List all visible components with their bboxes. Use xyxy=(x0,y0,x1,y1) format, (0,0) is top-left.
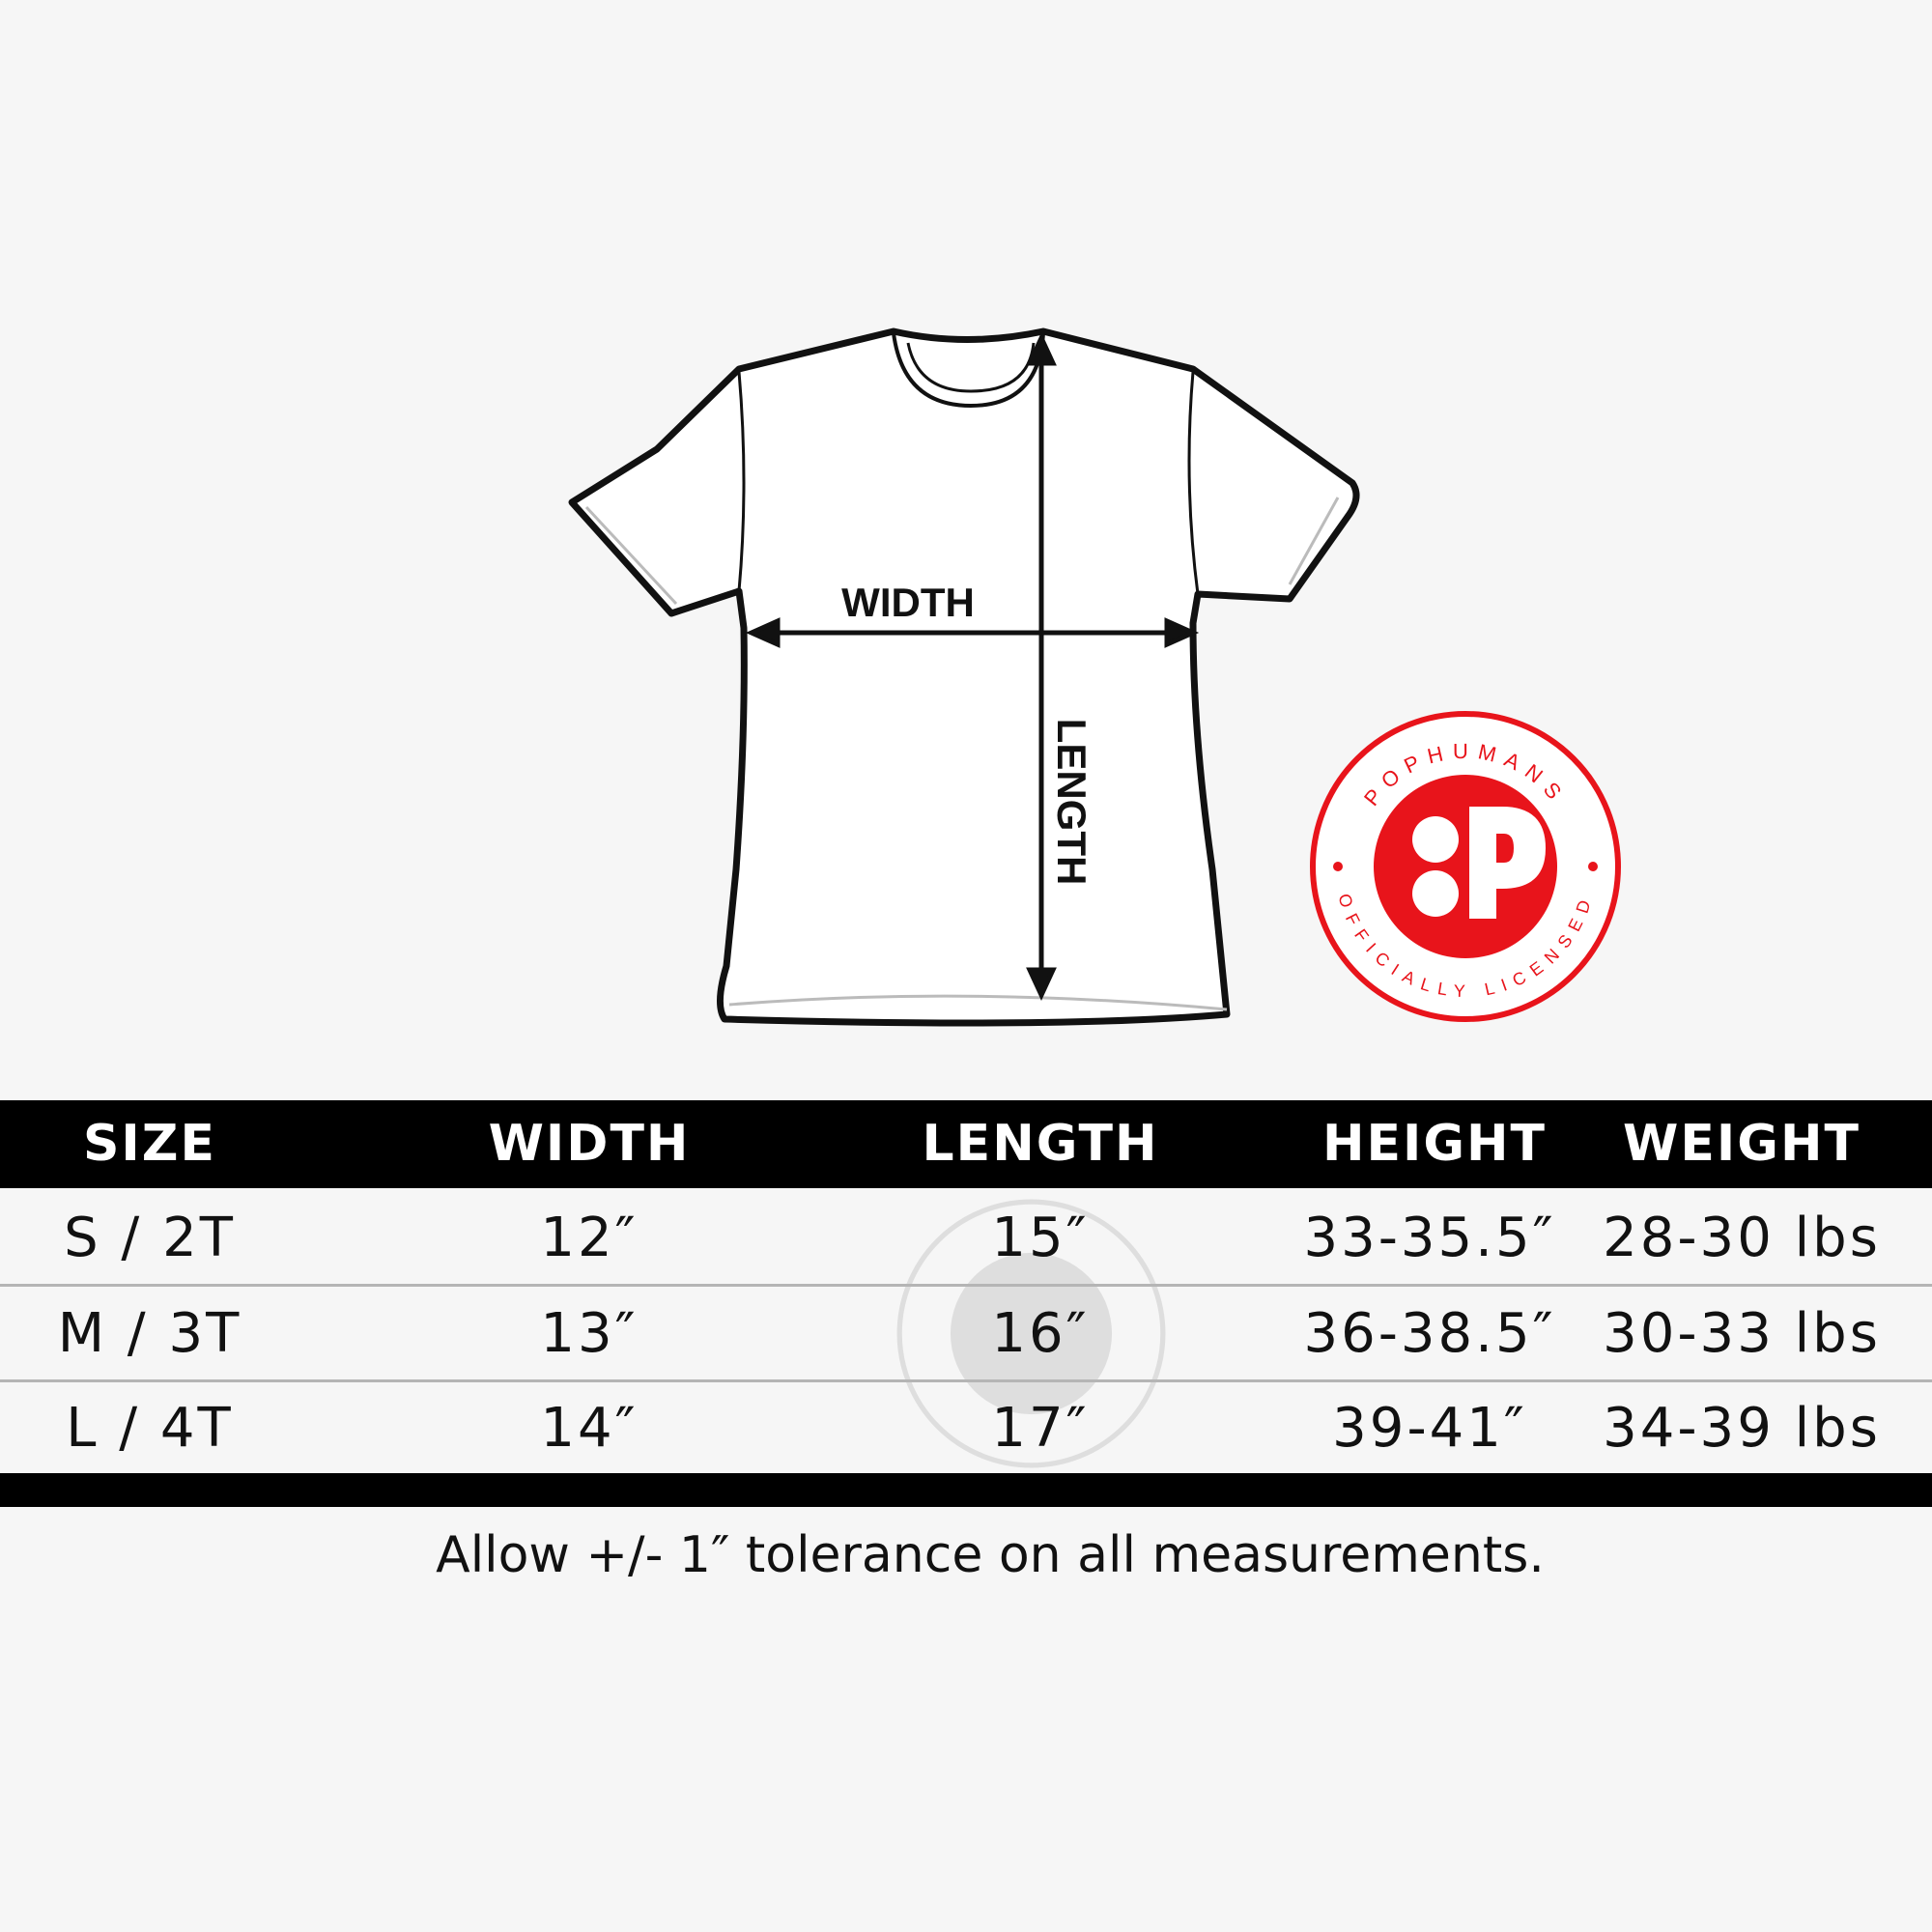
tshirt-diagram: WIDTH LENGTH xyxy=(568,327,1360,1027)
table-footer-bar xyxy=(0,1473,1932,1507)
header-length: LENGTH xyxy=(922,1115,1159,1173)
cell-length: 17″ xyxy=(991,1397,1090,1460)
watermark-logo xyxy=(896,1199,1166,1468)
cell-height: 33-35.5″ xyxy=(1303,1207,1556,1269)
cell-width: 14″ xyxy=(540,1397,639,1460)
cell-width: 13″ xyxy=(540,1302,639,1365)
table-row: L / 4T 14″ 17″ 39-41″ 34-39 lbs xyxy=(0,1381,1932,1476)
header-height: HEIGHT xyxy=(1321,1115,1548,1173)
cell-length: 16″ xyxy=(991,1302,1090,1365)
cell-height: 39-41″ xyxy=(1332,1397,1527,1460)
table-header: SIZE WIDTH LENGTH HEIGHT WEIGHT xyxy=(0,1100,1932,1188)
row-divider xyxy=(0,1379,1932,1382)
tshirt-outline xyxy=(568,327,1360,1027)
header-weight: WEIGHT xyxy=(1623,1115,1861,1173)
cell-size: M / 3T xyxy=(57,1302,242,1365)
header-width: WIDTH xyxy=(488,1115,691,1173)
length-arrow xyxy=(1026,332,1057,1001)
pophumans-licensed-badge: POPHUMANS OFFICIALLY LICENSED xyxy=(1310,711,1621,1022)
cell-size: S / 2T xyxy=(64,1207,236,1269)
cell-size: L / 4T xyxy=(66,1397,234,1460)
row-divider xyxy=(0,1284,1932,1287)
table-row: S / 2T 12″ 15″ 33-35.5″ 28-30 lbs xyxy=(0,1191,1932,1286)
cell-weight: 30-33 lbs xyxy=(1603,1302,1881,1365)
width-arrow xyxy=(745,617,1200,648)
cell-length: 15″ xyxy=(991,1207,1090,1269)
header-size: SIZE xyxy=(82,1115,217,1173)
cell-height: 36-38.5″ xyxy=(1303,1302,1556,1365)
cell-width: 12″ xyxy=(540,1207,639,1269)
cell-weight: 34-39 lbs xyxy=(1603,1397,1881,1460)
table-row: M / 3T 13″ 16″ 36-38.5″ 30-33 lbs xyxy=(0,1287,1932,1381)
length-label: LENGTH xyxy=(1049,719,1094,886)
cell-weight: 28-30 lbs xyxy=(1603,1207,1881,1269)
tolerance-note: Allow +/- 1″ tolerance on all measuremen… xyxy=(436,1526,1545,1584)
width-label: WIDTH xyxy=(841,580,975,625)
